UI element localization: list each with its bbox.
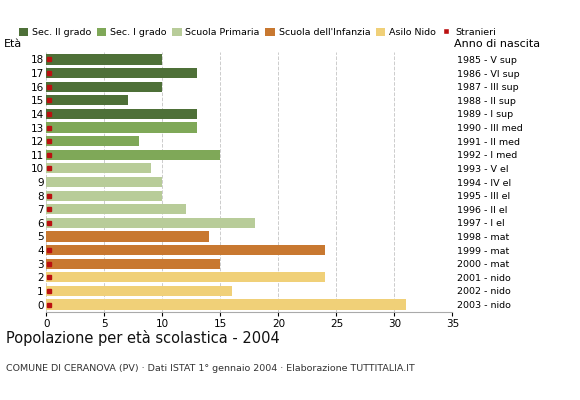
Bar [46, 245, 325, 255]
Bar [46, 177, 162, 187]
Text: Anno di nascita: Anno di nascita [455, 39, 541, 49]
Bar [46, 190, 162, 201]
Bar [46, 300, 406, 310]
Bar [46, 68, 197, 78]
Bar [46, 54, 162, 64]
Bar [46, 150, 220, 160]
Text: COMUNE DI CERANOVA (PV) · Dati ISTAT 1° gennaio 2004 · Elaborazione TUTTITALIA.I: COMUNE DI CERANOVA (PV) · Dati ISTAT 1° … [6, 364, 415, 373]
Bar [46, 122, 197, 133]
Bar [46, 109, 197, 119]
Bar [46, 95, 128, 106]
Bar [46, 82, 162, 92]
Bar [46, 136, 139, 146]
Bar [46, 258, 220, 269]
Bar [46, 204, 186, 214]
Bar [46, 218, 255, 228]
Bar [46, 163, 151, 174]
Text: Età: Età [3, 39, 22, 49]
Bar [46, 286, 232, 296]
Legend: Sec. II grado, Sec. I grado, Scuola Primaria, Scuola dell'Infanzia, Asilo Nido, : Sec. II grado, Sec. I grado, Scuola Prim… [19, 28, 496, 37]
Bar [46, 272, 325, 282]
Text: Popolazione per età scolastica - 2004: Popolazione per età scolastica - 2004 [6, 330, 280, 346]
Bar [46, 231, 209, 242]
